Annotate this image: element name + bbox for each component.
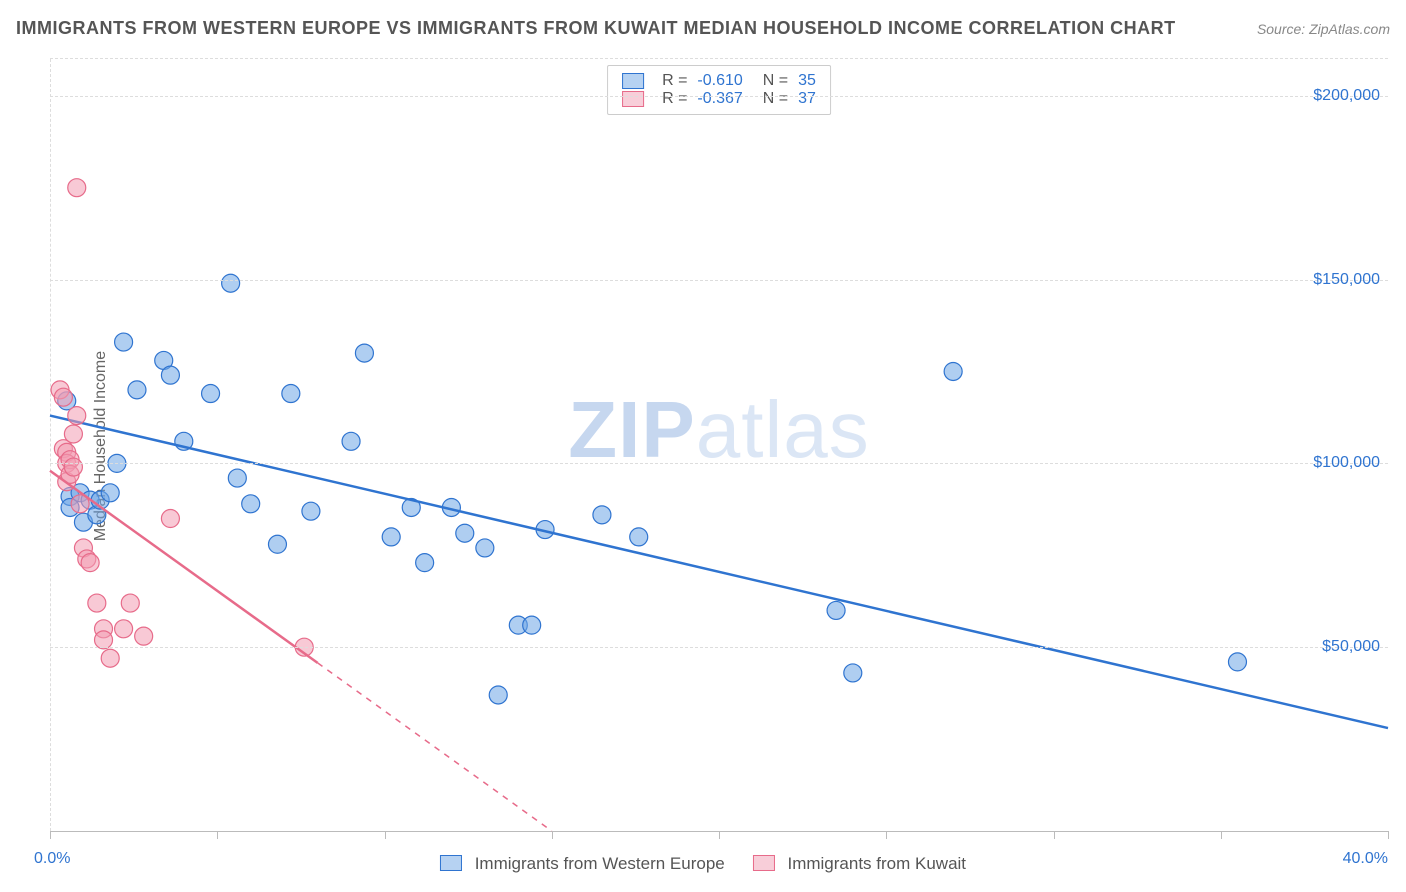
- point-we: [242, 495, 260, 513]
- x-axis-start-label: 0.0%: [34, 850, 70, 868]
- point-ku: [81, 554, 99, 572]
- x-axis-end-label: 40.0%: [1343, 850, 1388, 868]
- point-we: [630, 528, 648, 546]
- legend-swatch-ku-icon: [753, 855, 775, 871]
- point-we: [944, 362, 962, 380]
- chart-title: IMMIGRANTS FROM WESTERN EUROPE VS IMMIGR…: [16, 18, 1176, 39]
- source-label: Source: ZipAtlas.com: [1257, 21, 1390, 37]
- point-we: [228, 469, 246, 487]
- point-ku: [135, 627, 153, 645]
- title-bar: IMMIGRANTS FROM WESTERN EUROPE VS IMMIGR…: [16, 18, 1390, 39]
- point-ku: [54, 388, 72, 406]
- point-ku: [88, 594, 106, 612]
- y-tick-label: $150,000: [1313, 271, 1380, 289]
- point-we: [355, 344, 373, 362]
- point-we: [593, 506, 611, 524]
- point-ku: [121, 594, 139, 612]
- point-ku: [115, 620, 133, 638]
- y-tick-label: $50,000: [1322, 638, 1380, 656]
- point-ku: [101, 649, 119, 667]
- point-ku: [64, 425, 82, 443]
- point-we: [101, 484, 119, 502]
- legend-item-ku: Immigrants from Kuwait: [753, 854, 966, 874]
- point-we: [282, 385, 300, 403]
- point-we: [489, 686, 507, 704]
- y-tick-label: $100,000: [1313, 454, 1380, 472]
- point-we: [302, 502, 320, 520]
- point-ku: [161, 510, 179, 528]
- point-we: [827, 601, 845, 619]
- point-we: [1228, 653, 1246, 671]
- legend-swatch-we-icon: [440, 855, 462, 871]
- point-we: [523, 616, 541, 634]
- point-we: [416, 554, 434, 572]
- point-we: [202, 385, 220, 403]
- point-ku: [68, 407, 86, 425]
- point-we: [128, 381, 146, 399]
- point-we: [222, 274, 240, 292]
- point-ku: [68, 179, 86, 197]
- point-ku: [95, 631, 113, 649]
- point-we: [268, 535, 286, 553]
- point-we: [161, 366, 179, 384]
- y-tick-label: $200,000: [1313, 87, 1380, 105]
- point-ku: [64, 458, 82, 476]
- trend-ku-dash: [318, 663, 552, 831]
- chart-plot-area: ZIPatlas R = -0.610 N = 35 R = -0.367 N …: [50, 58, 1388, 832]
- point-we: [115, 333, 133, 351]
- point-we: [844, 664, 862, 682]
- legend-item-we: Immigrants from Western Europe: [440, 854, 725, 874]
- legend-label-ku: Immigrants from Kuwait: [787, 854, 966, 873]
- scatter-svg: [50, 59, 1388, 831]
- point-we: [342, 432, 360, 450]
- series-legend: Immigrants from Western Europe Immigrant…: [440, 854, 966, 874]
- legend-label-we: Immigrants from Western Europe: [475, 854, 725, 873]
- point-we: [476, 539, 494, 557]
- point-we: [382, 528, 400, 546]
- point-we: [456, 524, 474, 542]
